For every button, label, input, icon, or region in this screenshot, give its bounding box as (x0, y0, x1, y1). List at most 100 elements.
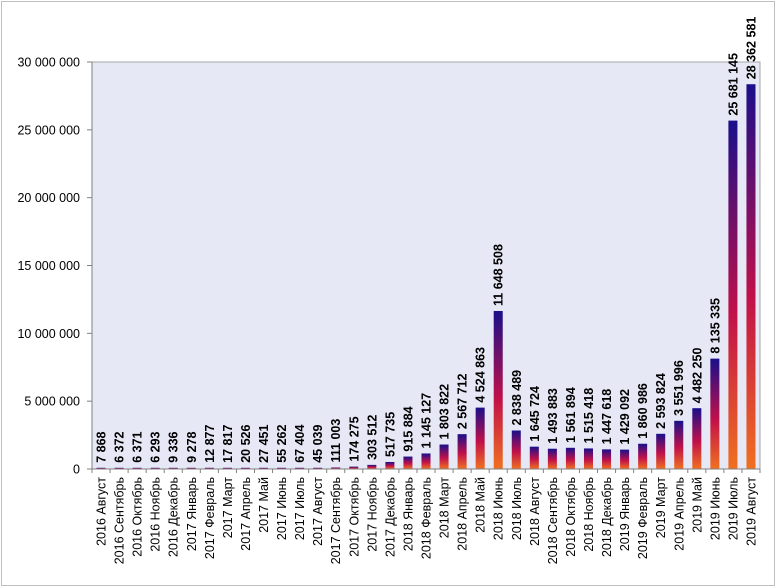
bars (96, 84, 756, 469)
data-label: 915 884 (401, 406, 415, 451)
bar (150, 467, 160, 469)
data-label: 1 145 127 (420, 393, 434, 449)
data-label: 1 429 092 (618, 389, 632, 445)
bar (692, 408, 702, 469)
bar (457, 434, 467, 469)
data-label: 303 512 (365, 415, 379, 460)
x-tick-label: 2017 Февраль (203, 477, 217, 559)
x-tick-label: 2016 Декабрь (167, 477, 181, 557)
y-tick-label: 15 000 000 (17, 259, 80, 273)
bar (168, 467, 178, 469)
bar (421, 453, 431, 469)
data-label: 27 451 (257, 425, 271, 463)
data-label: 6 371 (131, 431, 145, 462)
data-label: 25 681 145 (726, 53, 740, 116)
x-tick-label: 2018 Октябрь (564, 477, 578, 557)
bar (385, 461, 395, 469)
bar (620, 449, 630, 469)
data-label: 28 362 581 (744, 17, 758, 80)
x-tick-label: 2018 Декабрь (600, 477, 614, 557)
x-tick-label: 2017 Июнь (275, 477, 289, 540)
bar (222, 467, 232, 469)
data-label: 55 262 (275, 425, 289, 463)
x-tick-label: 2017 Май (257, 477, 271, 533)
bar (132, 467, 142, 469)
bar (367, 464, 377, 469)
bar (114, 467, 124, 469)
bar (240, 467, 250, 469)
x-tick-label: 2017 Июль (293, 477, 307, 540)
x-tick-label: 2018 Январь (401, 477, 415, 551)
x-tick-label: 2017 Апрель (239, 477, 253, 551)
bar (746, 84, 756, 469)
x-tick-label: 2017 Август (311, 477, 325, 546)
x-tick-label: 2017 Март (221, 477, 235, 538)
bar (349, 466, 359, 469)
bar (529, 446, 539, 469)
data-label: 1 803 822 (438, 384, 452, 440)
data-labels: 7 868 6 372 6 371 6 293 9 336 9 278 12 877 17 8… (95, 17, 759, 463)
bar (638, 443, 648, 469)
bar (602, 449, 612, 469)
x-tick-label: 2019 Январь (618, 477, 632, 551)
x-tick-label: 2019 Апрель (672, 477, 686, 551)
data-label: 1 860 986 (636, 383, 650, 439)
bar (565, 447, 575, 469)
y-tick-label: 25 000 000 (17, 123, 80, 137)
data-label: 1 561 894 (564, 387, 578, 443)
x-tick-label: 2017 Ноябрь (365, 477, 379, 552)
data-label: 9 336 (167, 431, 181, 462)
data-label: 17 817 (221, 425, 235, 463)
y-tick-label: 10 000 000 (17, 327, 80, 341)
bar (439, 444, 449, 469)
x-tick-label: 2017 Январь (185, 477, 199, 551)
data-label: 6 293 (149, 431, 163, 462)
data-label: 1 493 883 (546, 388, 560, 444)
x-axis: 2016 Август 2016 Сентябрь 2016 Октябрь 2016… (91, 468, 761, 564)
bar (277, 467, 287, 469)
x-tick-label: 2017 Декабрь (383, 477, 397, 557)
bar (511, 430, 521, 469)
bar (204, 467, 214, 469)
x-tick-label: 2018 Март (438, 477, 452, 538)
bar (547, 448, 557, 469)
x-tick-label: 2017 Сентябрь (329, 477, 343, 564)
x-tick-label: 2018 Июнь (492, 477, 506, 540)
bar (295, 467, 305, 469)
data-label: 7 868 (95, 431, 109, 462)
x-tick-label: 2019 Май (690, 477, 704, 533)
x-tick-label: 2016 Ноябрь (149, 477, 163, 552)
bar (583, 448, 593, 469)
x-tick-label: 2019 Июль (726, 477, 740, 540)
x-tick-label: 2018 Апрель (456, 477, 470, 551)
x-tick-label: 2018 Сентябрь (546, 477, 560, 564)
data-label: 2 567 712 (456, 374, 470, 430)
data-label: 2 593 824 (654, 373, 668, 429)
data-label: 174 275 (347, 416, 361, 461)
bar (728, 120, 738, 469)
x-tick-label: 2016 Сентябрь (113, 477, 127, 564)
bar (186, 467, 196, 469)
data-label: 1 447 618 (600, 389, 614, 445)
x-tick-label: 2018 Февраль (420, 477, 434, 559)
data-label: 12 877 (203, 425, 217, 463)
x-tick-label: 2018 Май (474, 477, 488, 533)
bar (96, 467, 106, 469)
x-tick-label: 2018 Август (528, 477, 542, 546)
bar (710, 358, 720, 469)
bar (331, 467, 341, 469)
x-tick-label: 2019 Август (744, 477, 758, 546)
data-label: 4 482 250 (690, 348, 704, 404)
data-label: 11 648 508 (492, 244, 506, 306)
bar (656, 433, 666, 469)
bar (493, 310, 503, 469)
y-tick-label: 0 (73, 463, 80, 477)
bar (475, 407, 485, 469)
data-label: 2 838 489 (510, 370, 524, 426)
data-label: 111 003 (329, 419, 343, 463)
bar (403, 456, 413, 469)
data-label: 9 278 (185, 431, 199, 462)
x-tick-label: 2016 Август (95, 477, 109, 546)
data-label: 20 526 (239, 425, 253, 463)
